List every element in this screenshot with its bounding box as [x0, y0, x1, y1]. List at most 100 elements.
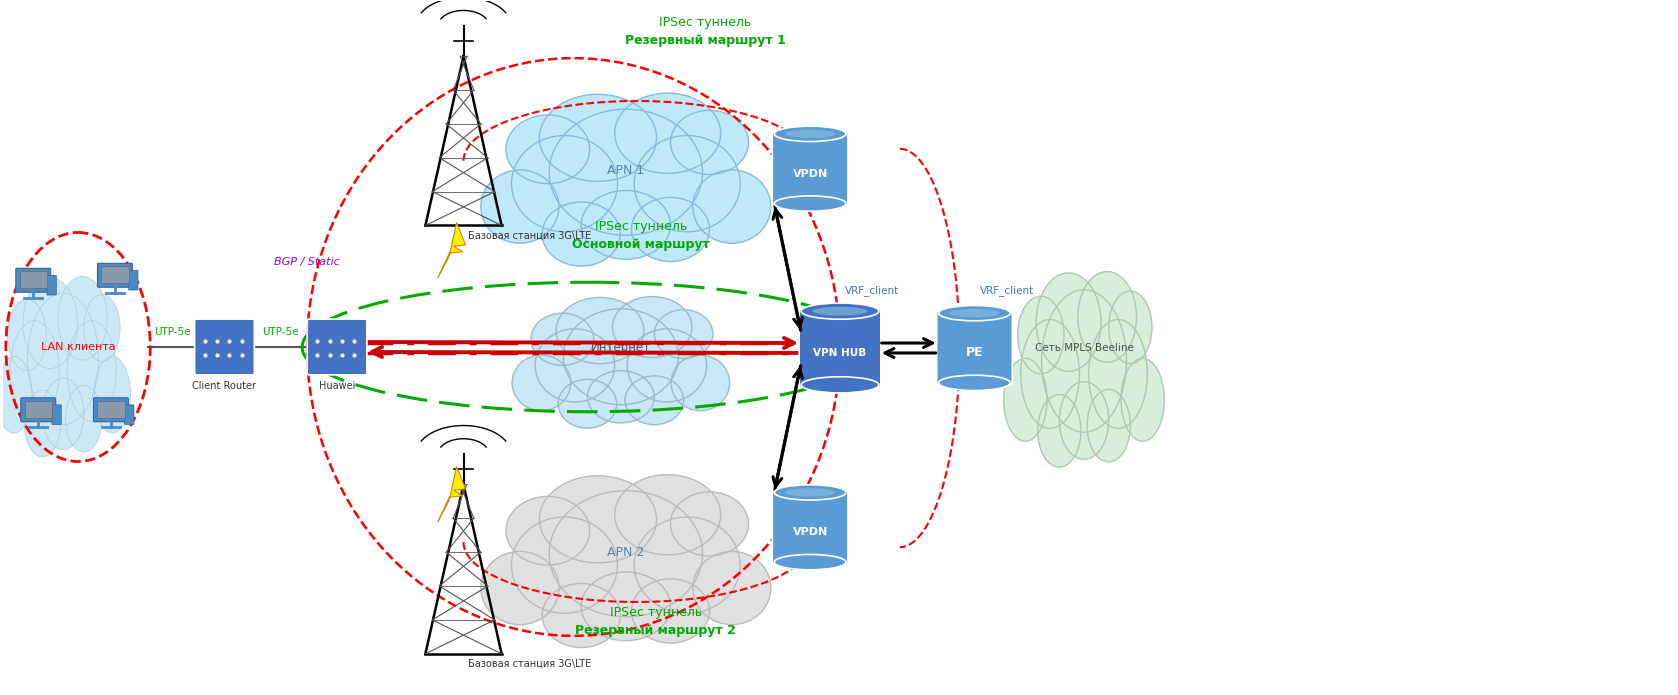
FancyBboxPatch shape — [936, 311, 1012, 385]
FancyBboxPatch shape — [52, 405, 62, 425]
Text: IPSec туннель: IPSec туннель — [594, 220, 686, 234]
Text: Резервный маршрут 2: Резервный маршрут 2 — [576, 624, 737, 637]
Ellipse shape — [7, 299, 47, 371]
Text: VPDN: VPDN — [792, 169, 827, 179]
Ellipse shape — [774, 555, 846, 570]
Ellipse shape — [671, 355, 730, 411]
FancyBboxPatch shape — [15, 268, 50, 292]
Ellipse shape — [938, 375, 1010, 391]
Ellipse shape — [626, 376, 683, 425]
Text: APN 1: APN 1 — [607, 164, 644, 177]
Ellipse shape — [938, 306, 1010, 321]
Ellipse shape — [774, 484, 846, 500]
Ellipse shape — [671, 111, 748, 174]
Ellipse shape — [59, 277, 107, 360]
FancyBboxPatch shape — [772, 132, 847, 206]
FancyBboxPatch shape — [97, 263, 133, 287]
Ellipse shape — [950, 309, 1000, 318]
Text: PE: PE — [965, 347, 983, 359]
Text: Резервный маршрут 1: Резервный маршрут 1 — [626, 34, 785, 47]
FancyBboxPatch shape — [772, 491, 847, 564]
Ellipse shape — [549, 491, 703, 616]
FancyBboxPatch shape — [101, 266, 129, 284]
Text: VRF_client: VRF_client — [980, 286, 1034, 296]
Ellipse shape — [631, 197, 710, 261]
FancyBboxPatch shape — [124, 405, 134, 425]
Ellipse shape — [1109, 291, 1151, 363]
Ellipse shape — [539, 95, 656, 181]
Ellipse shape — [581, 572, 671, 641]
Ellipse shape — [1087, 389, 1131, 462]
Ellipse shape — [27, 293, 99, 425]
Ellipse shape — [693, 170, 770, 243]
Text: Базовая станция 3G\LTE: Базовая станция 3G\LTE — [468, 659, 592, 669]
Ellipse shape — [634, 517, 740, 613]
Ellipse shape — [1042, 290, 1126, 432]
Ellipse shape — [614, 93, 720, 173]
Text: Client Router: Client Router — [193, 381, 257, 391]
Ellipse shape — [612, 297, 691, 358]
Ellipse shape — [65, 385, 102, 452]
Ellipse shape — [535, 329, 614, 402]
Text: VPN HUB: VPN HUB — [814, 348, 866, 358]
FancyBboxPatch shape — [94, 398, 128, 422]
Text: VPDN: VPDN — [792, 528, 827, 537]
FancyBboxPatch shape — [97, 401, 124, 418]
Ellipse shape — [800, 377, 879, 393]
Ellipse shape — [785, 130, 836, 138]
Text: Интернет: Интернет — [591, 341, 651, 354]
Ellipse shape — [587, 370, 654, 423]
Text: Сеть MPLS Beeline: Сеть MPLS Beeline — [1035, 343, 1133, 353]
Ellipse shape — [555, 297, 644, 363]
Ellipse shape — [1121, 359, 1165, 441]
FancyBboxPatch shape — [25, 401, 52, 418]
Ellipse shape — [693, 551, 770, 625]
Ellipse shape — [512, 355, 571, 411]
FancyBboxPatch shape — [20, 398, 55, 422]
Ellipse shape — [67, 320, 116, 421]
Ellipse shape — [785, 488, 836, 497]
Polygon shape — [438, 222, 465, 278]
FancyBboxPatch shape — [799, 309, 881, 387]
Ellipse shape — [549, 109, 703, 235]
Ellipse shape — [671, 492, 748, 556]
Text: LAN клиента: LAN клиента — [40, 342, 116, 352]
Ellipse shape — [559, 379, 618, 428]
Ellipse shape — [774, 126, 846, 142]
Ellipse shape — [10, 320, 59, 421]
Ellipse shape — [1020, 320, 1079, 428]
Ellipse shape — [0, 357, 32, 433]
Ellipse shape — [530, 313, 594, 366]
Ellipse shape — [1035, 273, 1101, 371]
Ellipse shape — [1037, 395, 1081, 467]
Ellipse shape — [23, 278, 77, 368]
Text: Базовая станция 3G\LTE: Базовая станция 3G\LTE — [468, 231, 592, 240]
Ellipse shape — [614, 475, 720, 555]
Text: VRF_client: VRF_client — [846, 286, 899, 296]
Polygon shape — [438, 466, 465, 523]
Ellipse shape — [774, 196, 846, 211]
FancyBboxPatch shape — [129, 270, 138, 290]
Ellipse shape — [1089, 320, 1148, 428]
Ellipse shape — [84, 295, 121, 361]
Ellipse shape — [512, 517, 618, 613]
Ellipse shape — [628, 329, 706, 402]
Ellipse shape — [1003, 359, 1047, 441]
Ellipse shape — [482, 551, 559, 625]
Ellipse shape — [631, 579, 710, 643]
Ellipse shape — [800, 303, 879, 319]
FancyBboxPatch shape — [47, 275, 57, 295]
Ellipse shape — [564, 309, 678, 404]
Text: IPSec туннель: IPSec туннель — [659, 16, 752, 29]
Ellipse shape — [542, 584, 621, 648]
Text: BGP / Static: BGP / Static — [274, 257, 341, 268]
Ellipse shape — [581, 190, 671, 259]
Text: Основной маршрут: Основной маршрут — [572, 238, 710, 252]
Ellipse shape — [542, 202, 621, 266]
Text: UTP-5e: UTP-5e — [262, 327, 299, 337]
Text: IPSec туннель: IPSec туннель — [609, 606, 701, 619]
Text: APN 2: APN 2 — [607, 546, 644, 559]
Ellipse shape — [512, 136, 618, 231]
FancyBboxPatch shape — [195, 319, 255, 375]
FancyBboxPatch shape — [307, 319, 367, 375]
